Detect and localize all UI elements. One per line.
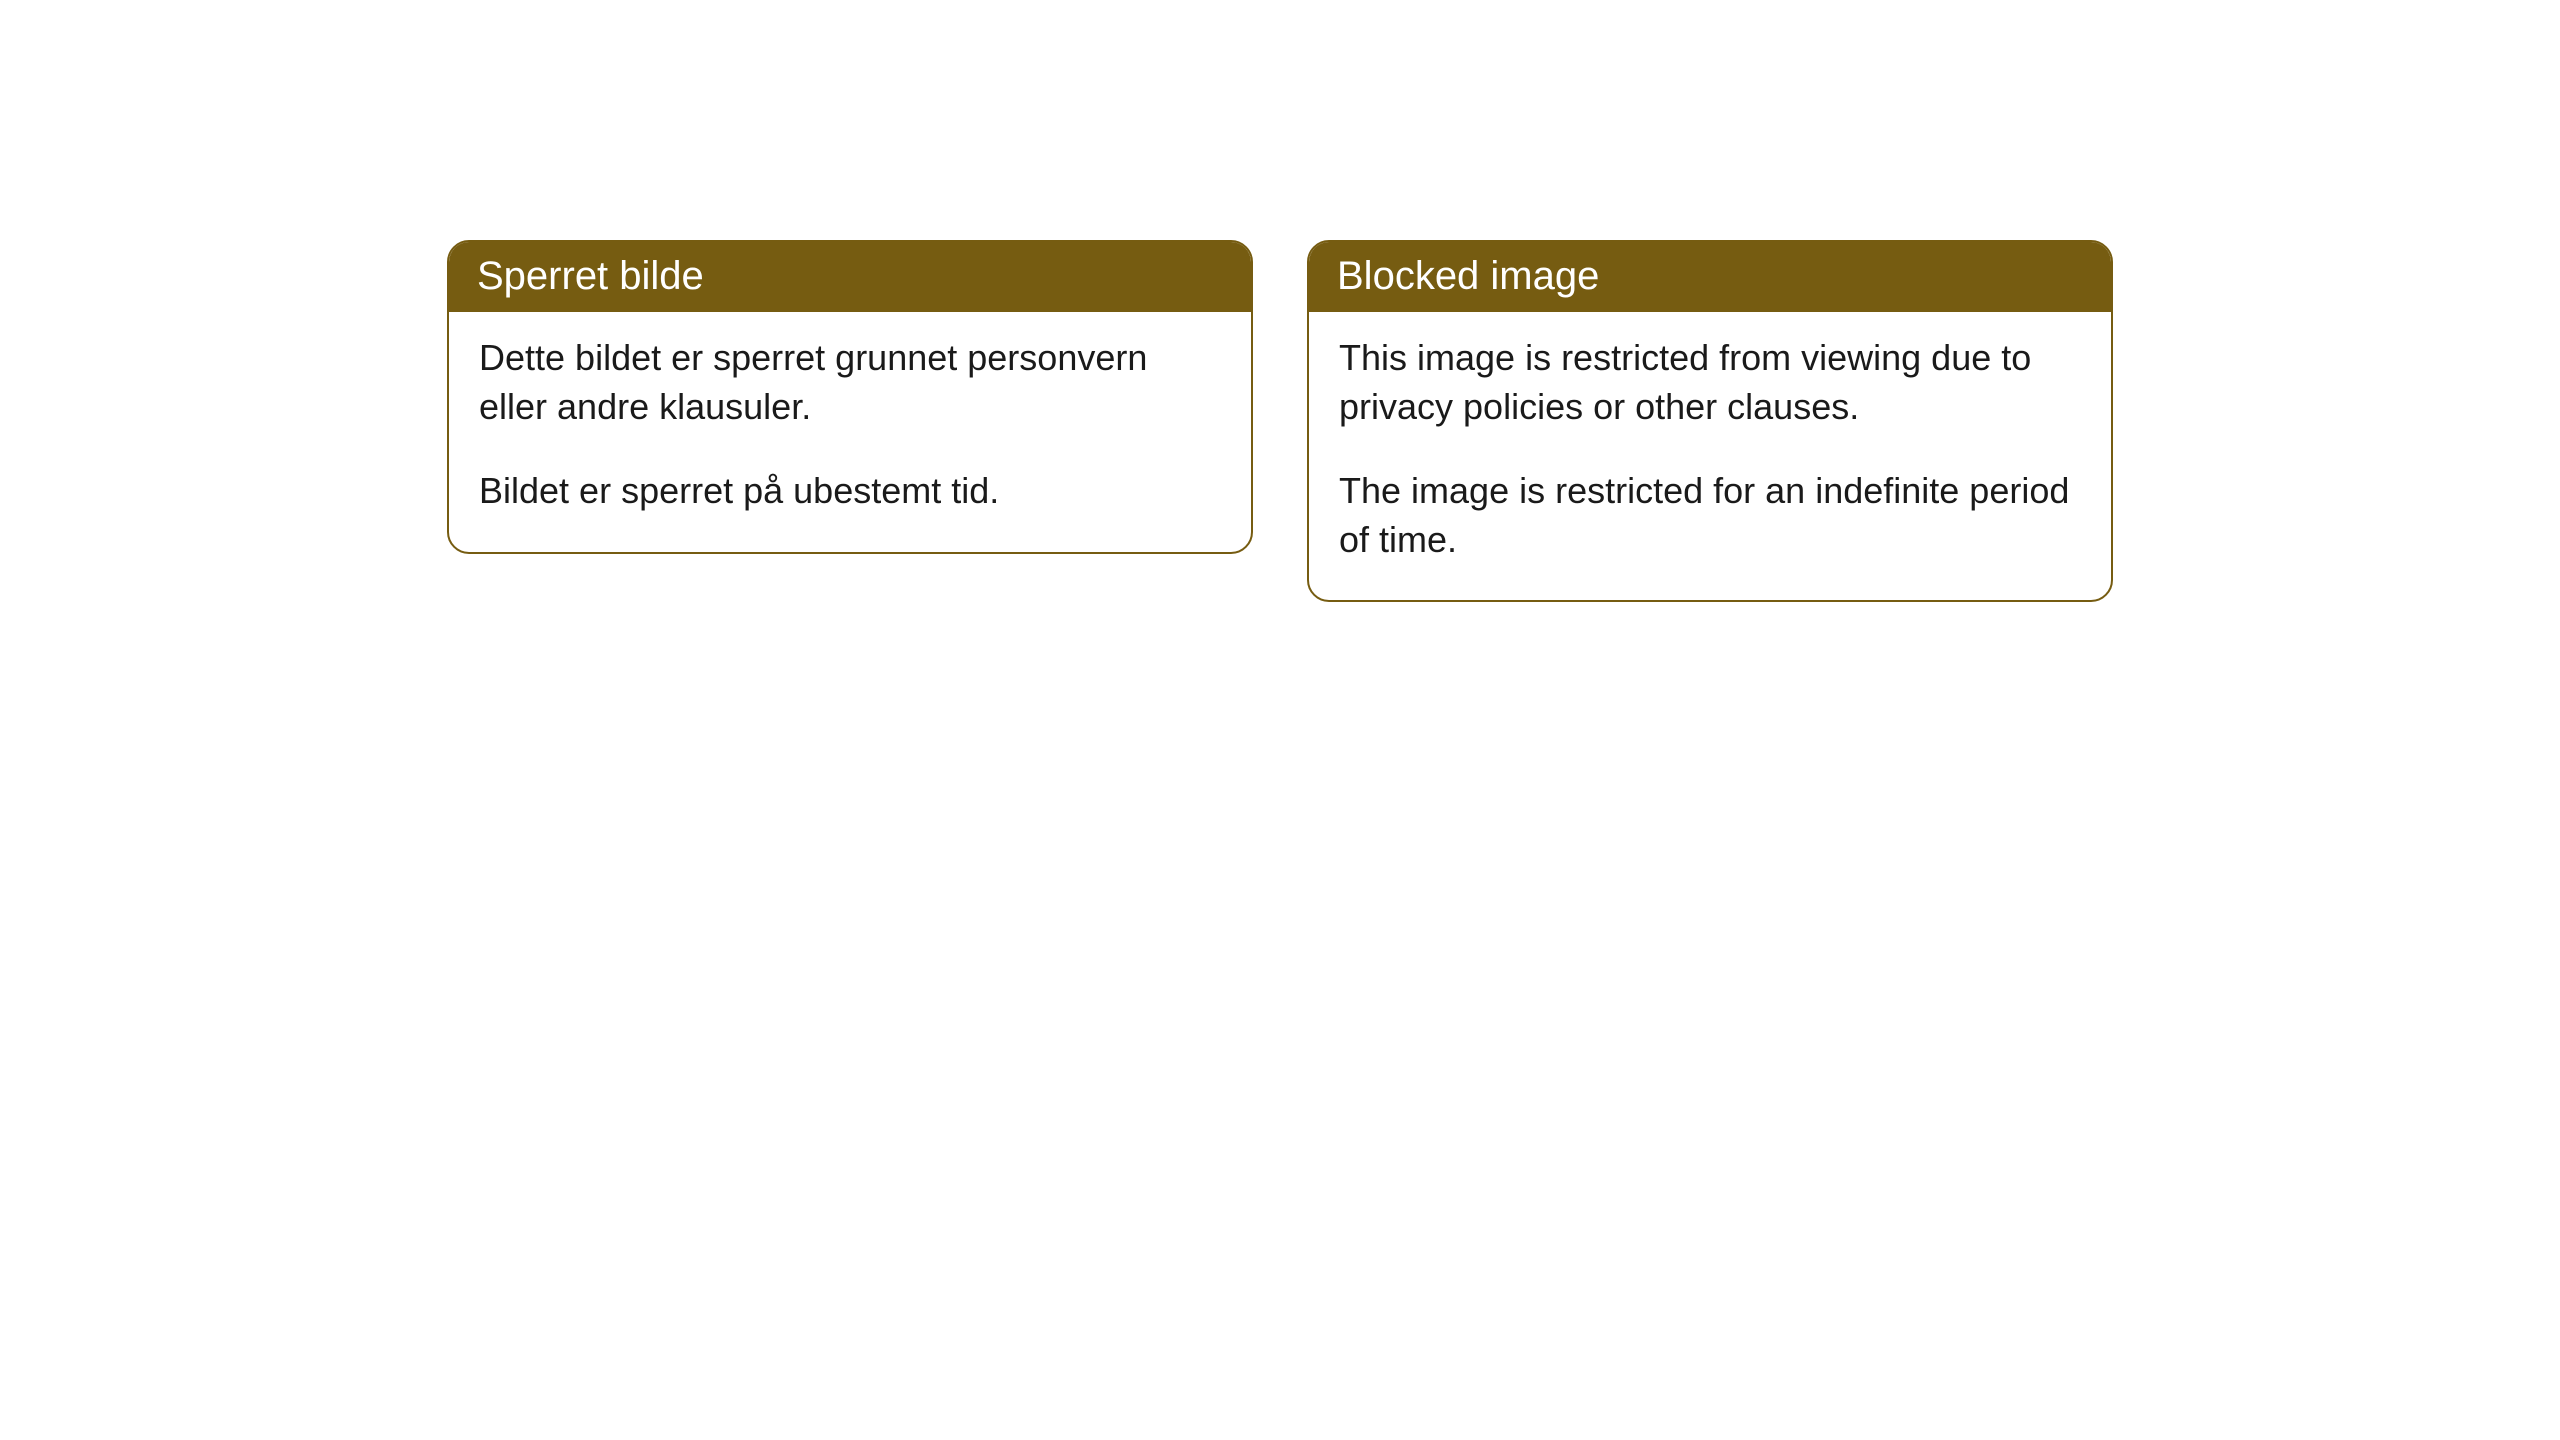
- card-title: Blocked image: [1337, 254, 1599, 298]
- card-paragraph-2: Bildet er sperret på ubestemt tid.: [479, 467, 1221, 516]
- card-paragraph-2: The image is restricted for an indefinit…: [1339, 467, 2081, 564]
- blocked-image-card-no: Sperret bilde Dette bildet er sperret gr…: [447, 240, 1253, 554]
- card-title: Sperret bilde: [477, 254, 704, 298]
- card-paragraph-1: This image is restricted from viewing du…: [1339, 334, 2081, 431]
- card-header: Sperret bilde: [449, 242, 1251, 312]
- card-paragraph-1: Dette bildet er sperret grunnet personve…: [479, 334, 1221, 431]
- card-body: Dette bildet er sperret grunnet personve…: [449, 312, 1251, 552]
- card-header: Blocked image: [1309, 242, 2111, 312]
- blocked-image-card-en: Blocked image This image is restricted f…: [1307, 240, 2113, 602]
- card-body: This image is restricted from viewing du…: [1309, 312, 2111, 600]
